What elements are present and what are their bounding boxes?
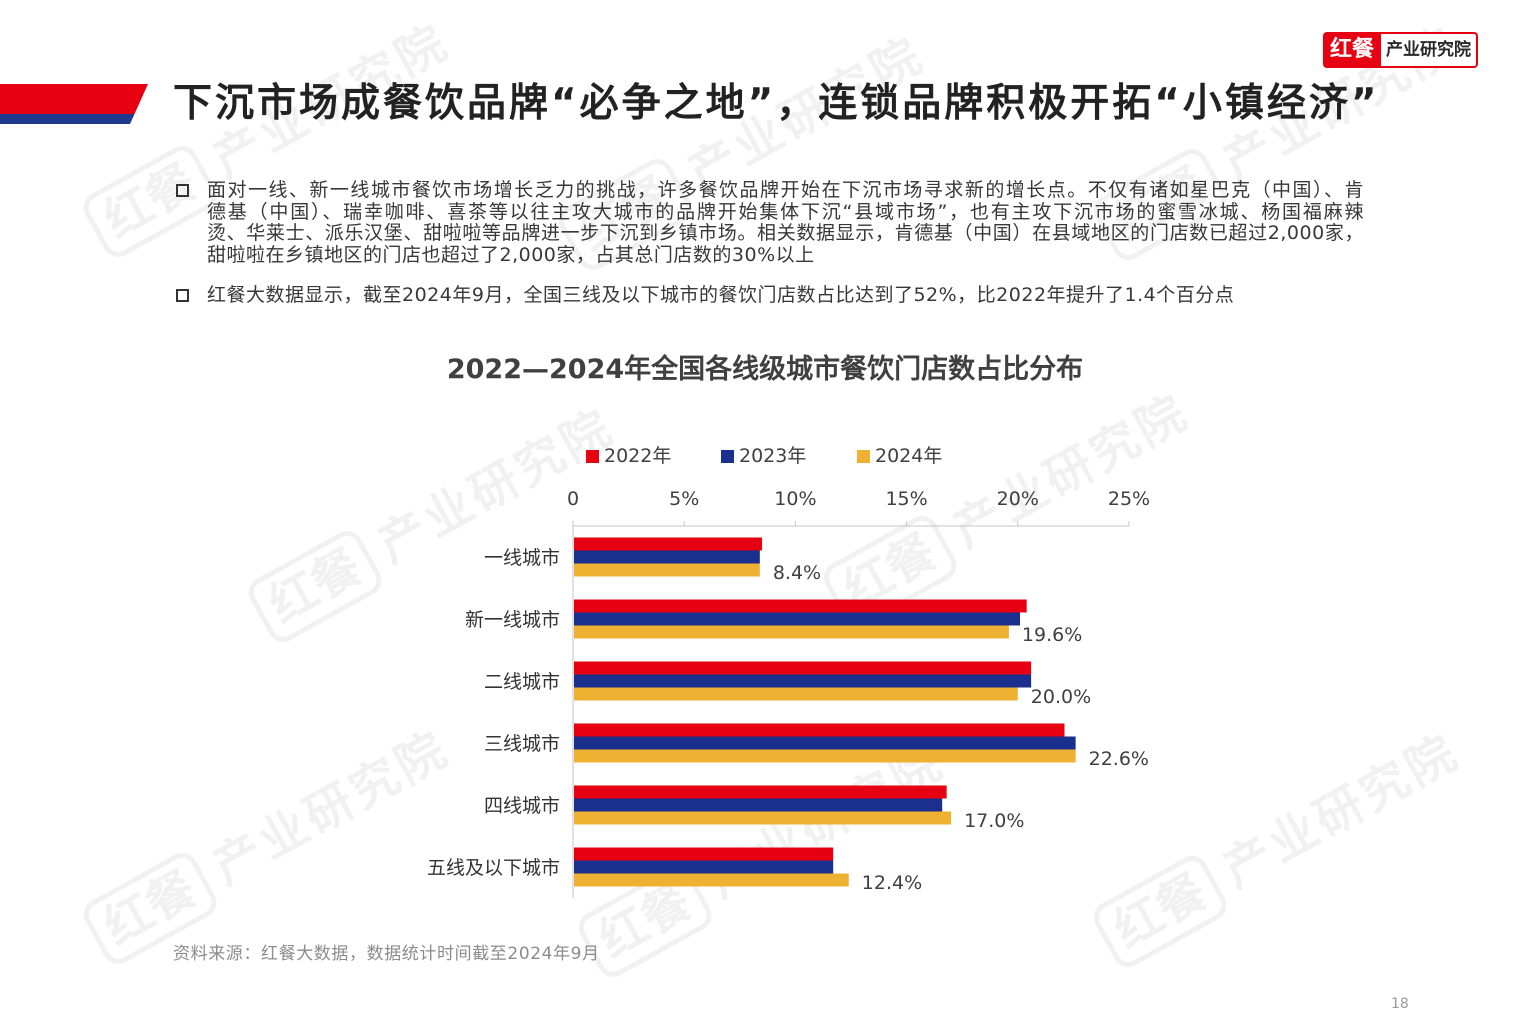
x-tick-label: 15% bbox=[885, 488, 927, 510]
bullet-item: 红餐大数据显示，截至2024年9月，全国三线及以下城市的餐饮门店数占比达到了52… bbox=[176, 284, 1366, 307]
bar-2022 bbox=[574, 599, 1027, 613]
bar-2022 bbox=[574, 661, 1032, 675]
page-title: 下沉市场成餐饮品牌“必争之地”，连锁品牌积极开拓“小镇经济” bbox=[173, 81, 1380, 126]
data-label: 8.4% bbox=[773, 562, 821, 584]
bar-2024 bbox=[574, 749, 1076, 763]
source-note: 资料来源：红餐大数据，数据统计时间截至2024年9月 bbox=[173, 944, 600, 964]
data-label: 22.6% bbox=[1089, 748, 1149, 770]
legend-item-2023: 2023年 bbox=[721, 446, 806, 466]
x-tick-label: 20% bbox=[997, 488, 1039, 510]
chart-title: 2022—2024年全国各线级城市餐饮门店数占比分布 bbox=[446, 354, 1084, 385]
bar-chart: 0 5% 10% 15% 20% 25% 一线城市 8.4% 新一线城市 19.6% 二线城市 20.… bbox=[427, 488, 1150, 898]
category-label: 五线及以下城市 bbox=[427, 857, 560, 879]
bar-2023 bbox=[574, 612, 1021, 626]
square-bullet-icon bbox=[176, 184, 189, 197]
bar-2022 bbox=[574, 847, 834, 861]
logo-brand: 红餐 bbox=[1323, 32, 1382, 68]
title-banner-stripe bbox=[0, 84, 148, 124]
bar-2024 bbox=[574, 625, 1009, 639]
logo: 红餐 产业研究院 bbox=[1323, 32, 1479, 68]
category-label: 四线城市 bbox=[484, 795, 560, 817]
bar-2024 bbox=[574, 563, 760, 577]
bullet-text: 面对一线、新一线城市餐饮市场增长乏力的挑战，许多餐饮品牌开始在下沉市场寻求新的增… bbox=[207, 179, 1364, 267]
bar-2024 bbox=[574, 811, 952, 825]
bullet-line: 烫、华莱士、派乐汉堡、甜啦啦等品牌进一步下沉到乡镇市场。相关数据显示，肯德基（中… bbox=[207, 222, 1364, 245]
legend-swatch bbox=[586, 449, 599, 463]
data-label: 20.0% bbox=[1031, 686, 1091, 708]
bar-2022 bbox=[574, 723, 1065, 737]
bar-2022 bbox=[574, 537, 763, 551]
watermark-brand: 红餐 bbox=[243, 525, 388, 648]
legend-label: 2023年 bbox=[739, 445, 807, 467]
banner-blue-band bbox=[0, 114, 135, 124]
x-tick-label: 0 bbox=[567, 488, 579, 510]
page-number: 18 bbox=[1391, 996, 1409, 1012]
legend-label: 2022年 bbox=[604, 445, 672, 467]
bar-2023 bbox=[574, 550, 760, 564]
logo-subtitle: 产业研究院 bbox=[1381, 32, 1479, 68]
legend-item-2024: 2024年 bbox=[857, 446, 942, 466]
category-label: 三线城市 bbox=[484, 733, 560, 755]
watermark-subtitle: 产业研究院 bbox=[1213, 723, 1469, 899]
category-label: 二线城市 bbox=[484, 671, 560, 693]
bar-2023 bbox=[574, 860, 834, 874]
legend-item-2022: 2022年 bbox=[586, 446, 671, 466]
bar-2022 bbox=[574, 785, 947, 799]
bar-2024 bbox=[574, 687, 1018, 701]
legend-label: 2024年 bbox=[875, 445, 943, 467]
data-label: 17.0% bbox=[964, 810, 1024, 832]
x-tick-label: 10% bbox=[774, 488, 816, 510]
data-label: 12.4% bbox=[862, 872, 922, 894]
category-label: 一线城市 bbox=[484, 547, 560, 569]
bullet-item: 面对一线、新一线城市餐饮市场增长乏力的挑战，许多餐饮品牌开始在下沉市场寻求新的增… bbox=[176, 179, 1366, 268]
square-bullet-icon bbox=[176, 289, 189, 302]
legend-swatch bbox=[857, 449, 870, 463]
bullet-line: 德基（中国）、瑞幸咖啡、喜茶等以往主攻大城市的品牌开始集体下沉“县域市场”，也有… bbox=[207, 200, 1364, 223]
x-tick-label: 5% bbox=[669, 488, 699, 510]
bar-2024 bbox=[574, 873, 849, 887]
bar-2023 bbox=[574, 736, 1076, 750]
category-label: 新一线城市 bbox=[465, 609, 560, 631]
legend-swatch bbox=[721, 449, 734, 463]
bullet-line: 红餐大数据显示，截至2024年9月，全国三线及以下城市的餐饮门店数占比达到了52… bbox=[207, 284, 1235, 306]
bullet-line: 甜啦啦在乡镇地区的门店也超过了2,000家，占其总门店数的30%以上 bbox=[207, 244, 815, 267]
data-label: 19.6% bbox=[1022, 624, 1082, 646]
bar-2023 bbox=[574, 798, 943, 812]
bar-2023 bbox=[574, 674, 1032, 688]
bullet-line: 面对一线、新一线城市餐饮市场增长乏力的挑战，许多餐饮品牌开始在下沉市场寻求新的增… bbox=[207, 179, 1364, 201]
bullet-text: 红餐大数据显示，截至2024年9月，全国三线及以下城市的餐饮门店数占比达到了52… bbox=[207, 284, 1364, 307]
banner-red-band bbox=[0, 84, 148, 114]
x-tick-label: 25% bbox=[1108, 488, 1150, 510]
